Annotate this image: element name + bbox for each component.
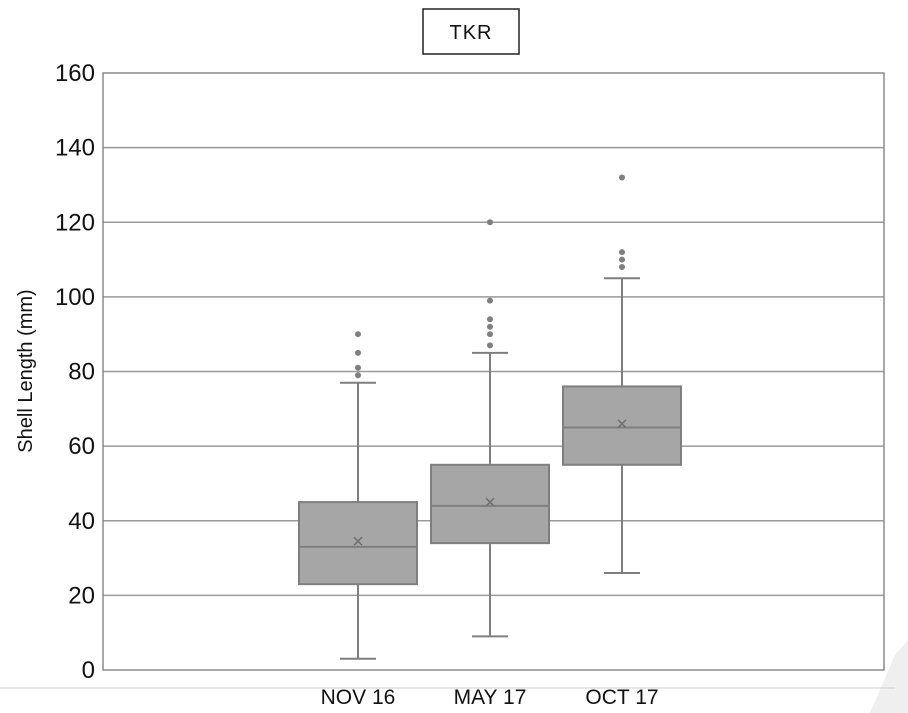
outlier-point (619, 174, 625, 181)
y-tick-label-40: 40 (68, 508, 95, 535)
y-tick-label-100: 100 (55, 284, 95, 311)
bottom-right-decor (870, 640, 908, 713)
y-tick-label-60: 60 (68, 433, 95, 460)
plot-area-border (102, 72, 885, 671)
outlier-point (355, 364, 361, 371)
x-tick-label-2: MAY 17 (454, 686, 527, 709)
iqr-box (562, 385, 682, 466)
mean-marker-b (617, 419, 627, 429)
outlier-point (355, 372, 361, 379)
outlier-point (619, 256, 625, 263)
outlier-point (487, 316, 493, 323)
outlier-point (487, 297, 493, 304)
mean-marker-b (353, 536, 363, 546)
x-tick-label-1: NOV 16 (321, 686, 396, 709)
mean-marker-b (485, 497, 495, 507)
y-tick-label-0: 0 (82, 657, 95, 684)
box-3 (562, 174, 682, 574)
outlier-point (355, 349, 361, 356)
outlier-point (487, 323, 493, 330)
y-tick-label-80: 80 (68, 359, 95, 386)
y-axis-ticks: 0 20 40 60 80 100 120 140 160 (55, 60, 95, 684)
y-tick-label-20: 20 (68, 582, 95, 609)
y-tick-label-120: 120 (55, 209, 95, 236)
outlier-point (355, 331, 361, 338)
outlier-point (619, 249, 625, 256)
iqr-box (298, 501, 418, 586)
chart-title: TKR (450, 22, 493, 44)
y-tick-label-140: 140 (55, 135, 95, 162)
x-axis-ticks: NOV 16 MAY 17 OCT 17 (321, 686, 659, 709)
grid-lines (103, 146, 884, 597)
chart-title-box (422, 8, 520, 55)
outlier-point (487, 342, 493, 349)
box-1 (298, 331, 418, 660)
iqr-box (430, 463, 550, 545)
x-tick-label-3: OCT 17 (585, 686, 658, 709)
box-2 (430, 219, 550, 638)
box-series (298, 174, 682, 660)
outlier-point (487, 331, 493, 338)
y-axis-label: Shell Length (mm) (15, 289, 37, 452)
outlier-point (619, 264, 625, 271)
page-decor (0, 640, 908, 713)
y-tick-label-160: 160 (55, 60, 95, 87)
outlier-point (487, 219, 493, 226)
